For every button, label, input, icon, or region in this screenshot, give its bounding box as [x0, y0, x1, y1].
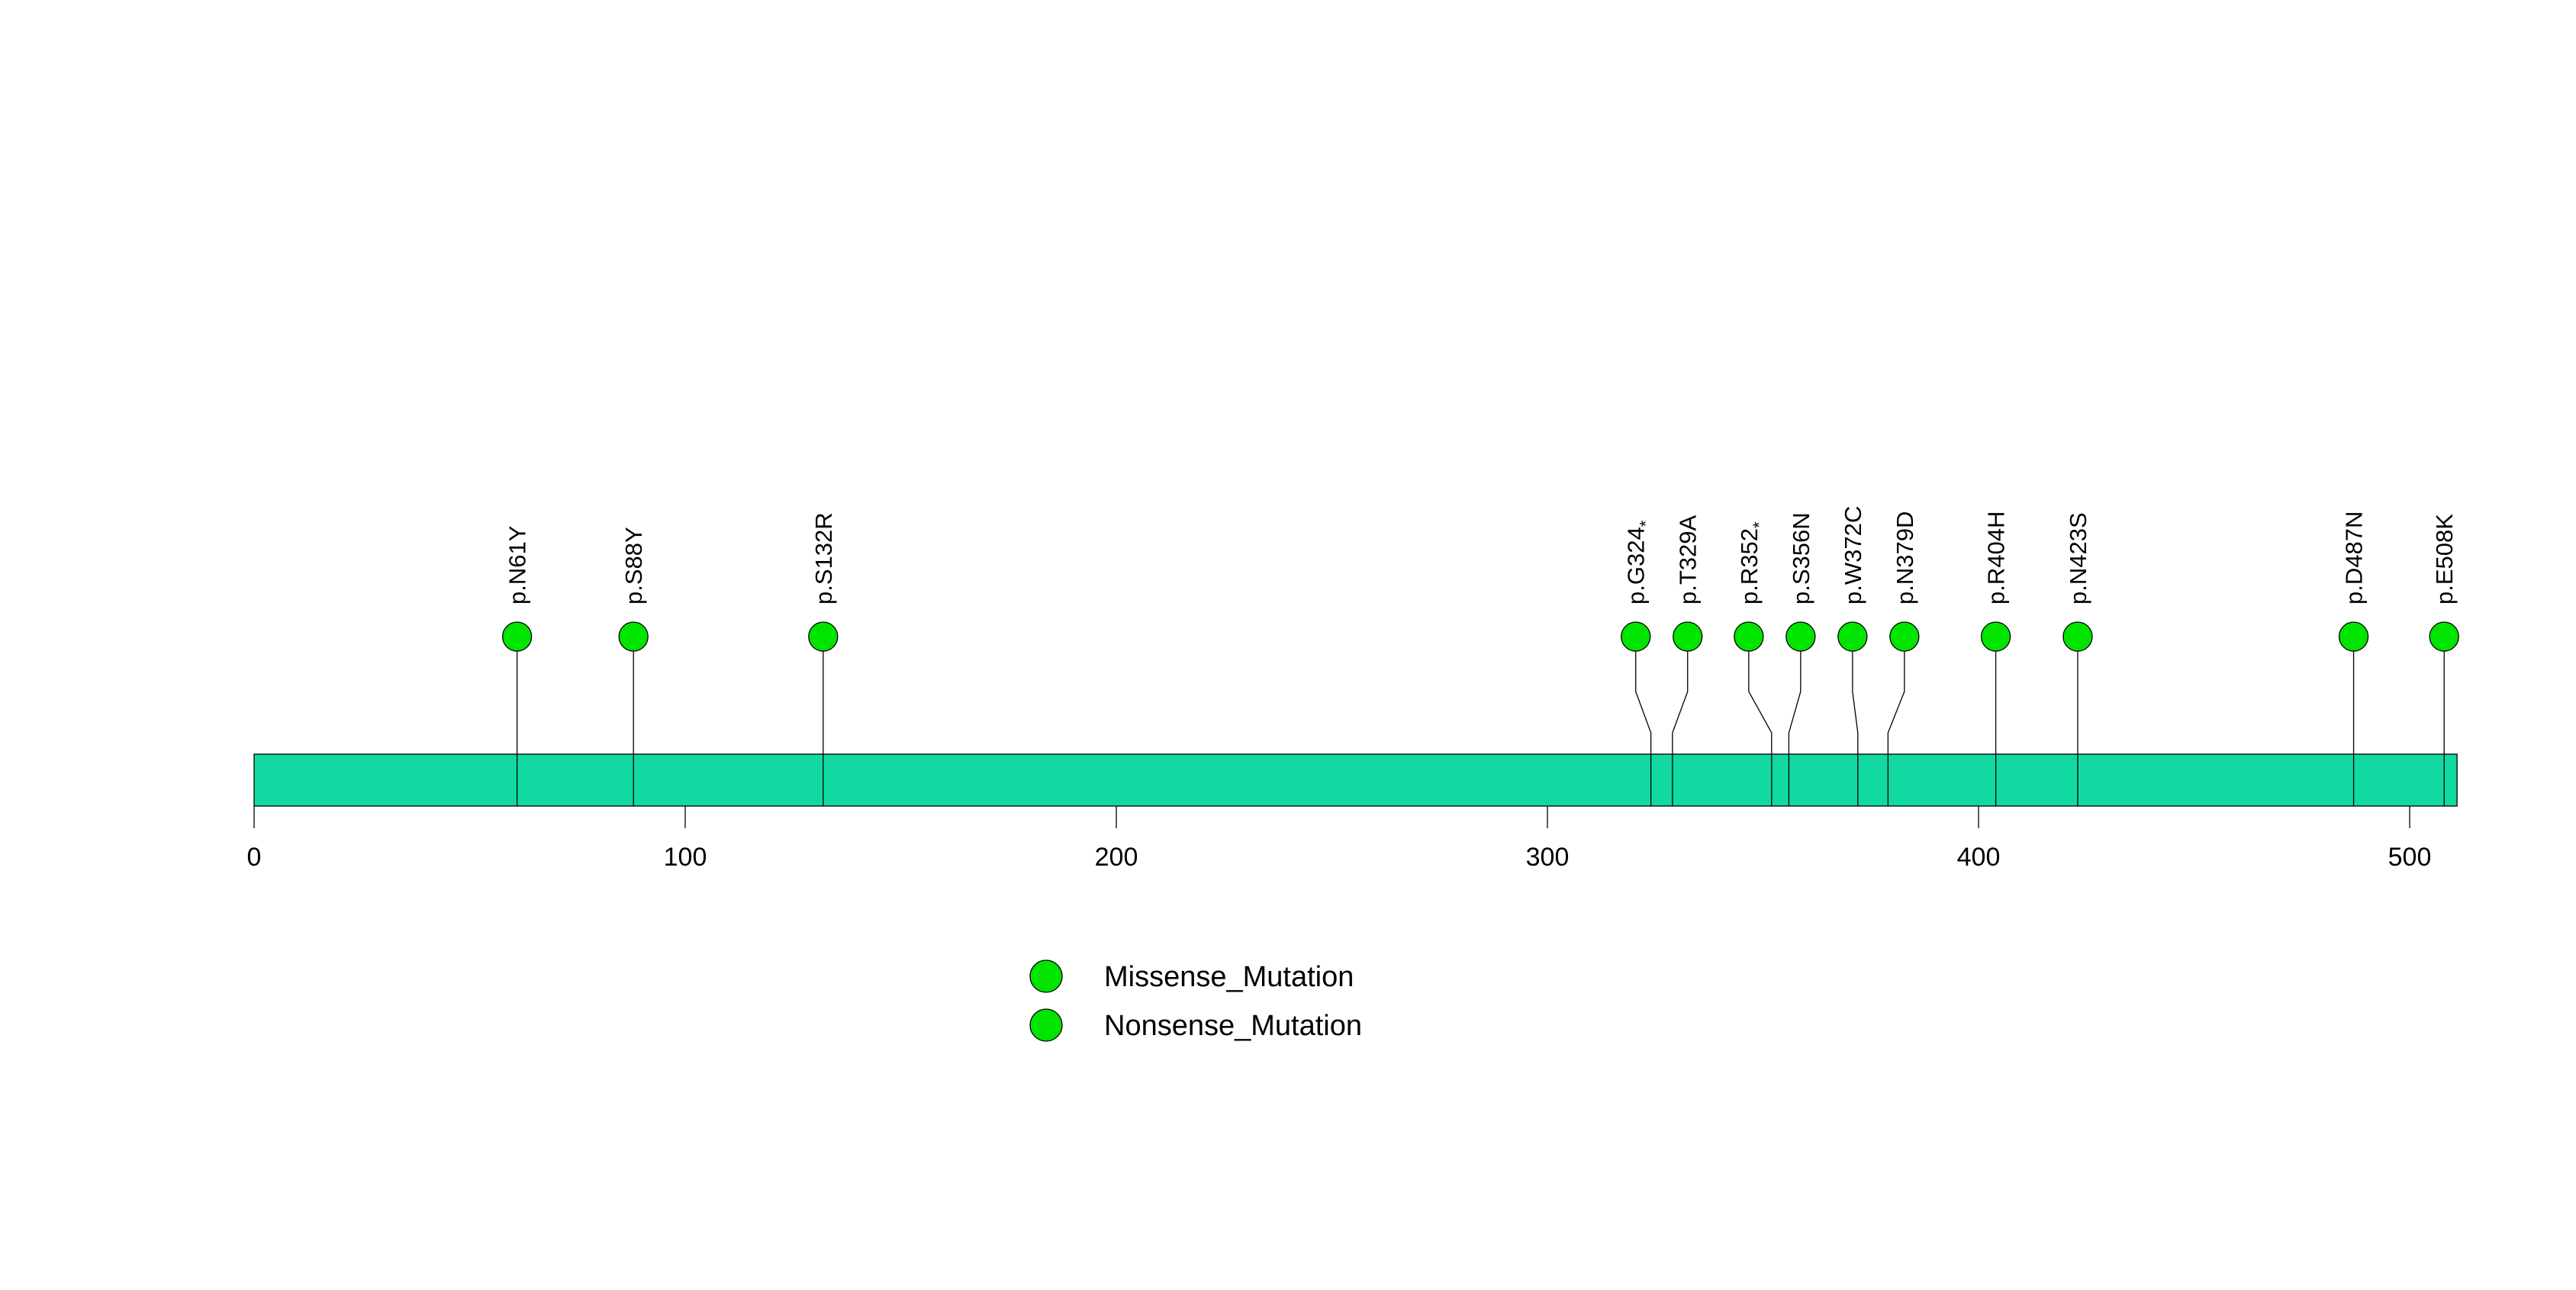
- axis-tick-label: 300: [1526, 843, 1570, 872]
- legend-label: Nonsense_Mutation: [1104, 1010, 1362, 1042]
- mutation-circle: [1734, 621, 1764, 652]
- axis-tick-label: 100: [664, 843, 707, 872]
- mutation-circle: [808, 621, 839, 652]
- mutation-circle: [1673, 621, 1703, 652]
- mutation-stem: [1672, 637, 1689, 806]
- mutation-labels-layer: p.N61Y p.S88Y p.S132R p.G324* p.T329A p.R352*…: [504, 506, 2458, 605]
- mutation-label: p.N379D: [1892, 511, 1918, 605]
- legend-swatch: [1029, 959, 1063, 993]
- mutation-label: p.E508K: [2431, 514, 2458, 605]
- mutation-stem: [1635, 637, 1652, 806]
- mutation-circle: [1785, 621, 1816, 652]
- mutation-label: p.W372C: [1840, 506, 1866, 605]
- mutation-label: p.N423S: [2065, 512, 2091, 605]
- lollipop-heads-layer: [502, 621, 2459, 652]
- legend-swatch: [1029, 1008, 1063, 1042]
- mutation-circle: [618, 621, 649, 652]
- mutation-label: p.S132R: [810, 512, 837, 605]
- axis-tick-label: 500: [2388, 843, 2432, 872]
- axis-tick-label: 400: [1957, 843, 2001, 872]
- legend-layer: Missense_Mutation Nonsense_Mutation: [1029, 959, 1362, 1042]
- mutation-circle: [1980, 621, 2011, 652]
- mutation-circle: [502, 621, 533, 652]
- mutation-label: p.S88Y: [620, 527, 647, 605]
- legend-label: Missense_Mutation: [1104, 961, 1354, 993]
- mutation-circle: [1837, 621, 1868, 652]
- mutation-circle: [1889, 621, 1920, 652]
- mutation-stem: [1852, 637, 1859, 806]
- protein-bar-layer: [253, 753, 2458, 807]
- mutation-label: p.G324*: [1623, 520, 1656, 605]
- mutation-label: p.D487N: [2341, 511, 2368, 605]
- mutation-stem: [1887, 637, 1905, 806]
- mutation-stem: [1748, 637, 1773, 806]
- mutation-label: p.R404H: [1983, 511, 2010, 605]
- mutation-circle: [2338, 621, 2369, 652]
- mutation-label: p.N61Y: [504, 526, 531, 605]
- x-axis-layer: 0 100 200 300 400 500: [247, 806, 2432, 872]
- mutation-label: p.T329A: [1675, 514, 1702, 605]
- mutation-label: p.S356N: [1788, 512, 1814, 605]
- axis-tick-label: 0: [247, 843, 262, 872]
- mutation-circle: [2429, 621, 2459, 652]
- mutation-stem: [1788, 637, 1802, 806]
- mutation-label: p.R352*: [1736, 521, 1769, 605]
- axis-tick-label: 200: [1095, 843, 1138, 872]
- stems-layer: [517, 637, 2445, 806]
- mutation-circle: [2062, 621, 2093, 652]
- protein-bar: [253, 753, 2458, 807]
- mutation-circle: [1621, 621, 1651, 652]
